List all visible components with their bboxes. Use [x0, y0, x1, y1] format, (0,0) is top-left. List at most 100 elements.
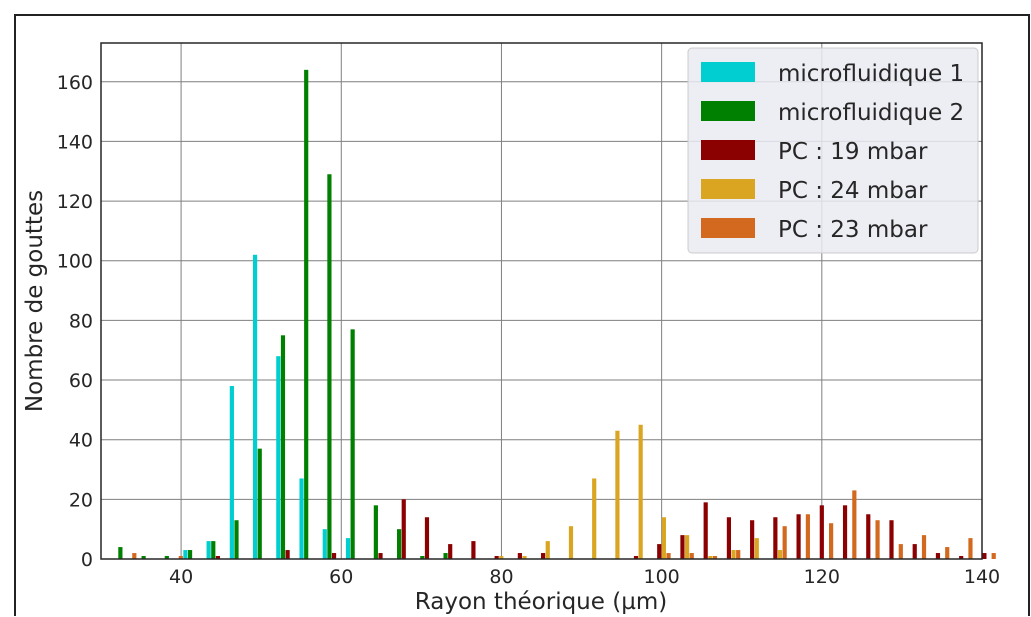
bar	[666, 553, 671, 559]
bar	[829, 523, 834, 559]
bar	[448, 544, 453, 559]
bar	[141, 556, 146, 559]
legend-swatch	[701, 101, 755, 121]
y-tick-label: 0	[81, 549, 93, 571]
x-tick-label: 100	[644, 566, 680, 588]
bar	[657, 544, 662, 559]
bar	[638, 424, 643, 559]
bar	[424, 517, 430, 559]
bar	[898, 544, 903, 559]
y-axis-label: Nombre de gouttes	[22, 190, 48, 412]
bar	[345, 538, 351, 559]
bar	[661, 517, 666, 559]
y-tick-label: 100	[57, 251, 93, 273]
x-ticks: 40 60 80 100 120 140	[169, 566, 1000, 588]
bar	[215, 556, 221, 559]
legend-swatch	[701, 62, 755, 82]
bar	[299, 478, 304, 559]
bar	[350, 329, 355, 559]
bar	[633, 556, 639, 559]
bar	[183, 550, 188, 559]
bar	[731, 550, 736, 559]
bars	[118, 69, 996, 559]
x-tick-label: 120	[804, 566, 840, 588]
bar	[541, 553, 546, 559]
bar	[206, 541, 211, 559]
bar	[819, 505, 824, 559]
x-tick-label: 40	[169, 566, 193, 588]
bar	[420, 556, 425, 559]
legend-label: microfluidique 1	[778, 61, 964, 87]
legend-swatch	[701, 218, 755, 238]
x-tick-label: 140	[964, 566, 1000, 588]
y-ticks: 0 20 40 60 80 100 120 140 160	[57, 72, 93, 571]
bar	[164, 556, 169, 559]
bar	[712, 556, 718, 559]
bar	[777, 550, 783, 559]
bar	[982, 553, 987, 559]
y-tick-label: 160	[57, 72, 93, 94]
bar	[875, 520, 880, 559]
bar	[991, 553, 996, 559]
bar	[327, 174, 332, 559]
legend-swatch	[701, 179, 755, 199]
bar	[726, 517, 732, 559]
bar	[378, 553, 383, 559]
bar	[689, 553, 694, 559]
bar	[959, 556, 964, 559]
bar	[736, 550, 741, 559]
y-tick-label: 20	[69, 489, 93, 511]
bar	[132, 553, 137, 559]
y-tick-label: 40	[69, 430, 93, 452]
y-tick-label: 60	[69, 370, 93, 392]
bar	[499, 556, 504, 559]
bar	[187, 550, 193, 559]
x-axis-label: Rayon théorique (µm)	[415, 589, 667, 615]
bar	[373, 505, 378, 559]
bar	[178, 556, 183, 559]
bar	[773, 517, 778, 559]
bar	[703, 502, 708, 559]
bar	[257, 448, 262, 559]
bar	[545, 541, 550, 559]
bar	[229, 386, 234, 559]
bar	[592, 478, 597, 559]
bar	[889, 520, 894, 559]
legend-swatch	[701, 140, 755, 160]
y-tick-label: 140	[57, 131, 93, 153]
bar	[276, 356, 281, 559]
bar	[615, 430, 620, 559]
bar	[842, 505, 848, 559]
bar	[522, 556, 527, 559]
bar	[331, 553, 337, 559]
bar	[397, 529, 402, 559]
bar	[796, 514, 801, 559]
bar	[443, 553, 448, 559]
bar	[935, 553, 941, 559]
bar	[782, 526, 787, 559]
bar	[280, 335, 286, 559]
bar	[912, 544, 917, 559]
legend-label: microfluidique 2	[778, 100, 964, 126]
legend-label: PC : 19 mbar	[778, 139, 928, 165]
bar	[708, 556, 713, 559]
bar	[568, 526, 574, 559]
bar	[304, 69, 309, 559]
bar	[805, 514, 810, 559]
bar	[685, 535, 690, 559]
bar	[211, 541, 216, 559]
legend-box	[687, 47, 979, 254]
bar	[471, 541, 476, 559]
y-tick-label: 120	[57, 191, 93, 213]
bar	[322, 529, 327, 559]
bar	[494, 556, 499, 559]
x-tick-label: 80	[489, 566, 513, 588]
bar	[921, 535, 927, 559]
plot-border	[100, 42, 983, 560]
bar	[750, 520, 755, 559]
bar	[945, 547, 950, 559]
bar	[253, 254, 258, 559]
bar	[866, 514, 871, 559]
bar	[680, 535, 685, 559]
figure-frame	[14, 14, 1030, 616]
